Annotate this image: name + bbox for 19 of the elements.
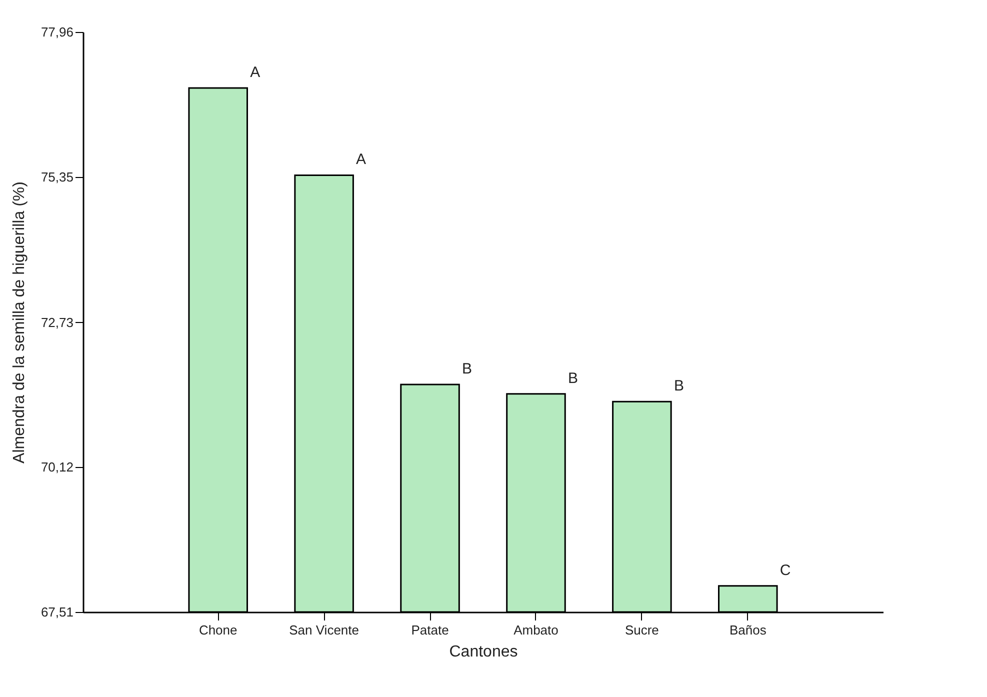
annotation: B bbox=[674, 378, 684, 395]
y-tick-label: 72,73 bbox=[40, 314, 74, 330]
y-tick-label: 70,12 bbox=[40, 460, 74, 475]
y-tick-label: 75,35 bbox=[40, 169, 74, 184]
x-tick-label: Baños bbox=[729, 622, 767, 638]
x-tick-label: Patate bbox=[411, 622, 449, 638]
y-axis-title: Almendra de la semilla de higuerilla (%) bbox=[10, 182, 28, 464]
annotation: A bbox=[356, 151, 366, 168]
x-tick-label: Ambato bbox=[514, 622, 558, 638]
y-tick-label: 67,51 bbox=[40, 604, 74, 620]
annotation: B bbox=[568, 370, 578, 387]
x-tick-label: Chone bbox=[198, 622, 238, 638]
annotation: B bbox=[462, 360, 472, 378]
y-tick-label: 77,96 bbox=[40, 24, 74, 40]
annotation: C bbox=[780, 562, 791, 579]
x-axis-title: Cantones bbox=[449, 644, 518, 660]
x-tick-label: Sucre bbox=[624, 622, 659, 638]
x-tick-label: San Vicente bbox=[289, 622, 359, 638]
annotation: A bbox=[250, 64, 260, 82]
